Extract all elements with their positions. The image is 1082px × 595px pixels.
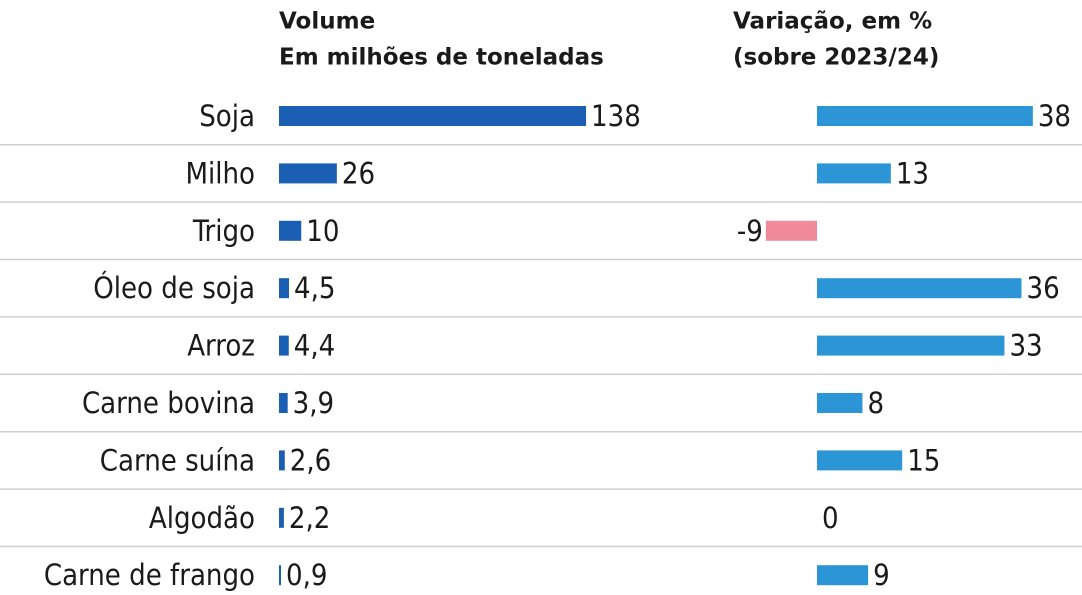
value-label: 38 <box>1038 99 1071 133</box>
value-label: 15 <box>907 443 940 477</box>
chart-title: Volume <box>279 9 375 35</box>
bar <box>279 335 289 356</box>
value-label: 33 <box>1009 329 1042 363</box>
bar <box>765 220 817 241</box>
value-label: 4,5 <box>294 271 335 305</box>
bar <box>817 450 903 471</box>
value-label: -9 <box>737 214 763 248</box>
category-label: Trigo <box>192 214 255 248</box>
bar <box>279 163 337 184</box>
value-label: 13 <box>896 156 929 190</box>
category-label: Carne suína <box>100 443 255 477</box>
bar <box>817 163 891 184</box>
bar <box>817 335 1005 356</box>
category-label: Soja <box>199 99 255 133</box>
bar <box>279 278 290 299</box>
chart-subtitle: (sobre 2023/24) <box>733 45 939 71</box>
category-label: Carne bovina <box>82 386 255 420</box>
value-label: 10 <box>306 214 339 248</box>
bar <box>279 393 288 413</box>
bar <box>279 565 282 586</box>
bar <box>279 450 285 471</box>
value-label: 138 <box>591 99 641 133</box>
value-label: 0,9 <box>286 558 327 592</box>
value-label: 8 <box>867 386 884 420</box>
bar <box>279 507 284 528</box>
value-label: 3,9 <box>293 386 334 420</box>
value-label: 36 <box>1026 271 1059 305</box>
bar <box>817 278 1022 299</box>
value-label: 9 <box>873 558 890 592</box>
category-label: Arroz <box>187 329 255 363</box>
value-label: 2,2 <box>289 501 330 535</box>
category-label: Algodão <box>149 501 255 535</box>
category-label: Milho <box>185 156 255 190</box>
category-label: Carne de frango <box>44 558 255 592</box>
bar <box>817 565 869 586</box>
bar <box>817 393 863 413</box>
bar <box>279 106 587 126</box>
value-label: 4,4 <box>294 329 335 363</box>
value-label: 2,6 <box>290 443 331 477</box>
value-label: 26 <box>342 156 375 190</box>
bar <box>279 220 302 241</box>
value-label: 0 <box>822 501 839 535</box>
bar <box>817 106 1033 126</box>
category-label: Óleo de soja <box>93 271 255 305</box>
chart-title: Variação, em % <box>733 9 932 35</box>
chart-subtitle: Em milhões de toneladas <box>279 45 604 71</box>
